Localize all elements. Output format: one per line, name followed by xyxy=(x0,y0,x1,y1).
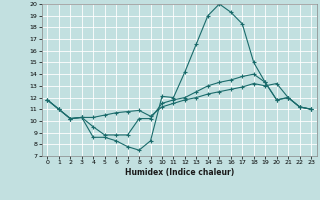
X-axis label: Humidex (Indice chaleur): Humidex (Indice chaleur) xyxy=(124,168,234,177)
